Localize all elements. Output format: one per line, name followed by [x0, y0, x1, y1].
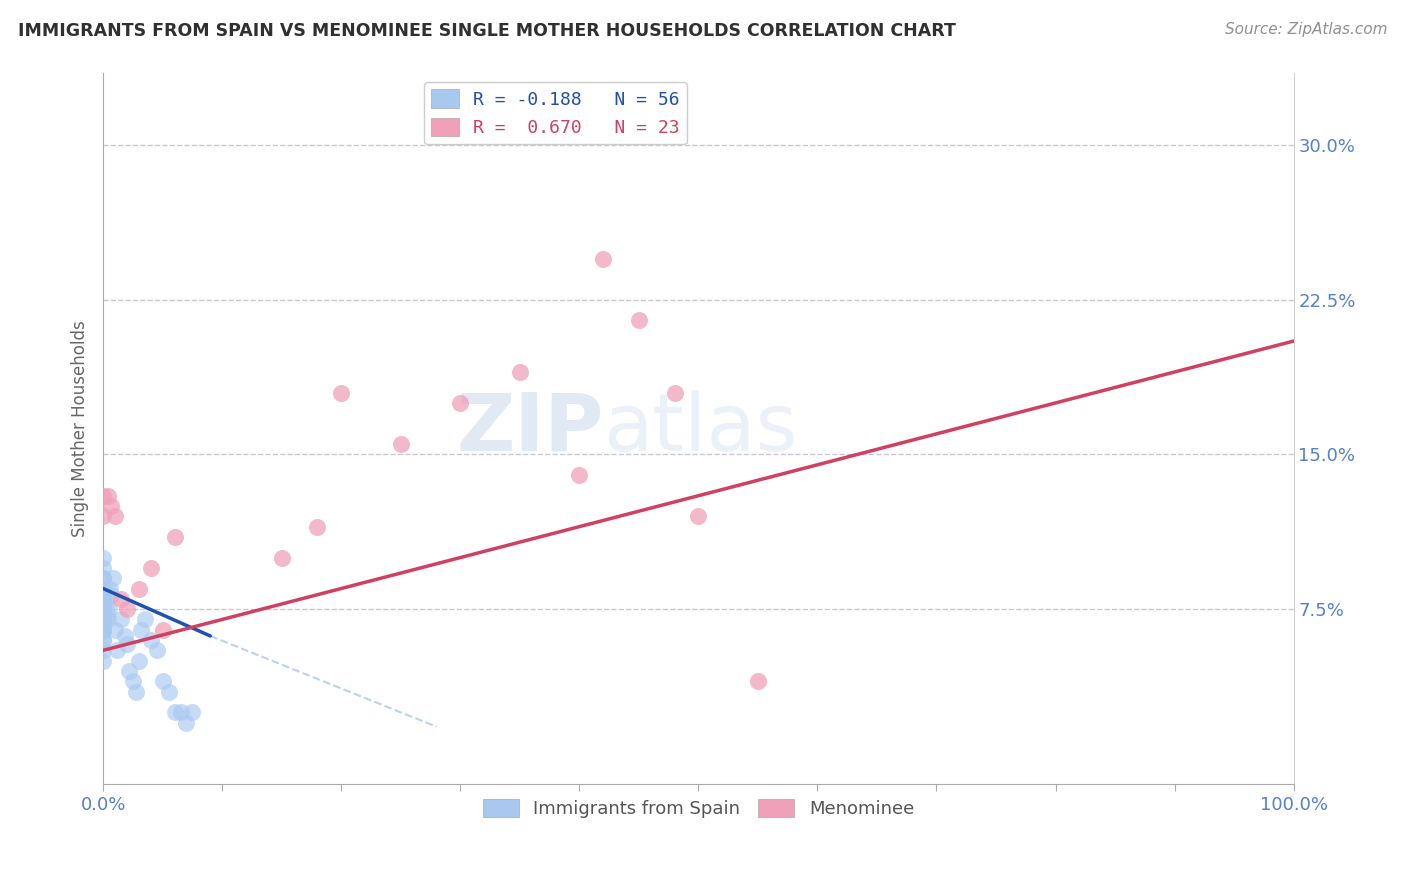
Point	[592, 252, 614, 266]
Point	[97, 489, 120, 503]
Point	[91, 582, 114, 596]
Point	[114, 629, 136, 643]
Text: atlas: atlas	[603, 390, 797, 467]
Point	[389, 437, 412, 451]
Point	[449, 396, 471, 410]
Point	[91, 633, 114, 648]
Point	[91, 509, 114, 524]
Legend: Immigrants from Spain, Menominee: Immigrants from Spain, Menominee	[475, 791, 921, 825]
Point	[115, 637, 138, 651]
Point	[128, 582, 150, 596]
Point	[91, 590, 114, 604]
Point	[91, 588, 114, 602]
Point	[509, 365, 531, 379]
Point	[139, 633, 162, 648]
Point	[91, 594, 114, 608]
Point	[125, 684, 148, 698]
Point	[91, 612, 114, 626]
Point	[139, 561, 162, 575]
Point	[97, 612, 120, 626]
Point	[91, 591, 114, 606]
Point	[152, 674, 174, 689]
Point	[100, 588, 122, 602]
Point	[91, 582, 114, 596]
Point	[96, 608, 118, 623]
Point	[91, 591, 114, 606]
Point	[129, 623, 152, 637]
Point	[91, 608, 114, 623]
Point	[688, 509, 710, 524]
Point	[169, 705, 191, 719]
Point	[91, 623, 114, 637]
Point	[91, 561, 114, 575]
Point	[747, 674, 769, 689]
Point	[91, 602, 114, 616]
Point	[91, 600, 114, 615]
Point	[91, 643, 114, 657]
Point	[91, 550, 114, 565]
Point	[104, 623, 127, 637]
Point	[91, 616, 114, 631]
Point	[163, 530, 186, 544]
Point	[98, 582, 121, 596]
Y-axis label: Single Mother Households: Single Mother Households	[72, 320, 89, 537]
Point	[664, 385, 686, 400]
Point	[568, 468, 591, 483]
Point	[157, 684, 180, 698]
Text: Source: ZipAtlas.com: Source: ZipAtlas.com	[1225, 22, 1388, 37]
Point	[163, 705, 186, 719]
Point	[307, 519, 329, 533]
Point	[91, 654, 114, 668]
Point	[107, 643, 129, 657]
Point	[128, 654, 150, 668]
Point	[118, 664, 141, 678]
Text: ZIP: ZIP	[456, 390, 603, 467]
Point	[176, 715, 198, 730]
Point	[91, 602, 114, 616]
Point	[91, 571, 114, 585]
Point	[134, 612, 156, 626]
Point	[98, 602, 121, 616]
Point	[91, 623, 114, 637]
Point	[115, 602, 138, 616]
Point	[101, 571, 124, 585]
Point	[94, 596, 117, 610]
Point	[181, 705, 204, 719]
Text: IMMIGRANTS FROM SPAIN VS MENOMINEE SINGLE MOTHER HOUSEHOLDS CORRELATION CHART: IMMIGRANTS FROM SPAIN VS MENOMINEE SINGL…	[18, 22, 956, 40]
Point	[91, 608, 114, 623]
Point	[91, 633, 114, 648]
Point	[91, 596, 114, 610]
Point	[91, 588, 114, 602]
Point	[145, 643, 167, 657]
Point	[110, 591, 132, 606]
Point	[627, 313, 650, 327]
Point	[104, 509, 127, 524]
Point	[270, 550, 292, 565]
Point	[91, 489, 114, 503]
Point	[91, 571, 114, 585]
Point	[91, 582, 114, 596]
Point	[100, 499, 122, 513]
Point	[91, 585, 114, 599]
Point	[110, 612, 132, 626]
Point	[122, 674, 145, 689]
Point	[91, 623, 114, 637]
Point	[330, 385, 353, 400]
Point	[91, 612, 114, 626]
Point	[152, 623, 174, 637]
